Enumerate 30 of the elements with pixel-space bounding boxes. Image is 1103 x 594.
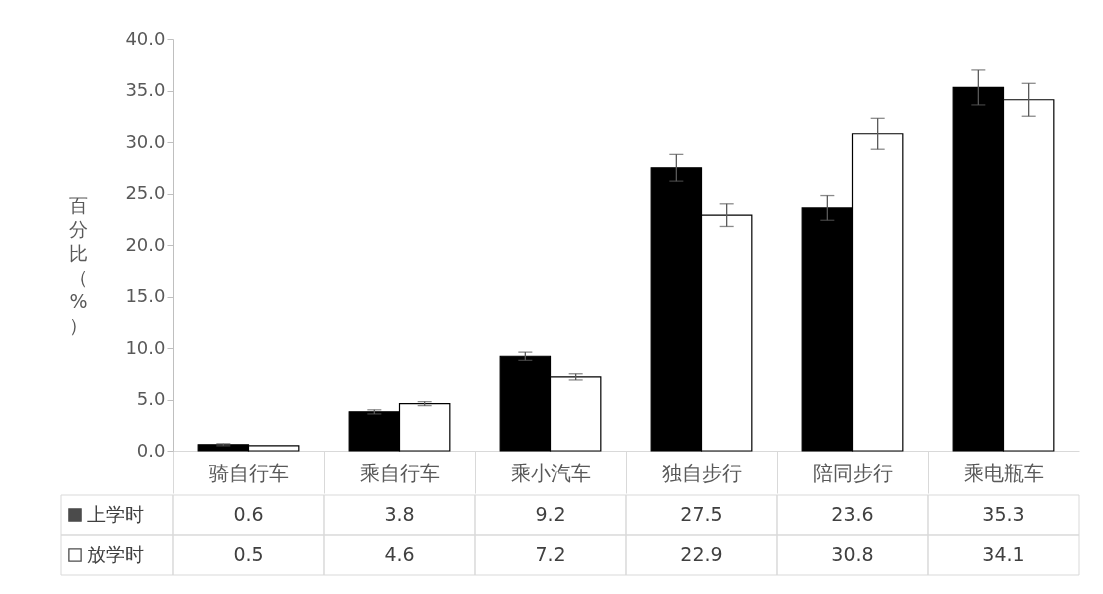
- y-tick-label: 15.0: [125, 285, 166, 306]
- y-tick-label: 25.0: [125, 182, 166, 203]
- data-label: 35.3: [982, 503, 1025, 525]
- data-label: 23.6: [831, 503, 874, 525]
- y-tick-label: 0.0: [136, 439, 166, 461]
- data-label: 22.9: [680, 543, 723, 565]
- y-tick-label: 5.0: [136, 388, 166, 409]
- x-tick-label: 独自步行: [661, 460, 742, 485]
- x-tick-label: 乘自行车: [359, 460, 440, 485]
- x-tick-label: 乘电瓶车: [963, 460, 1044, 485]
- x-tick-label: 乘小汽车: [510, 460, 591, 485]
- data-label: 4.6: [384, 543, 415, 565]
- y-tick-label: 40.0: [125, 27, 166, 49]
- x-tick-label: 陪同步行: [812, 460, 893, 485]
- data-label: 30.8: [831, 543, 874, 565]
- y-tick-label: 10.0: [125, 336, 166, 358]
- legend-label: 上学时: [87, 503, 144, 525]
- y-tick-label: 35.0: [125, 79, 166, 100]
- x-tick-label: 骑自行车: [208, 460, 289, 485]
- y-tick-label: 30.0: [125, 130, 166, 152]
- data-label: 27.5: [680, 503, 723, 525]
- legend-label: 放学时: [87, 543, 144, 565]
- data-label: 7.2: [535, 543, 566, 565]
- y-tick-label: 20.0: [125, 233, 166, 255]
- data-label: 34.1: [982, 543, 1025, 565]
- data-label: 0.5: [233, 543, 264, 565]
- data-label: 9.2: [535, 503, 566, 525]
- y-axis-title: 百分比（%）: [69, 193, 88, 336]
- data-label: 3.8: [384, 503, 415, 525]
- data-label: 0.6: [233, 503, 264, 525]
